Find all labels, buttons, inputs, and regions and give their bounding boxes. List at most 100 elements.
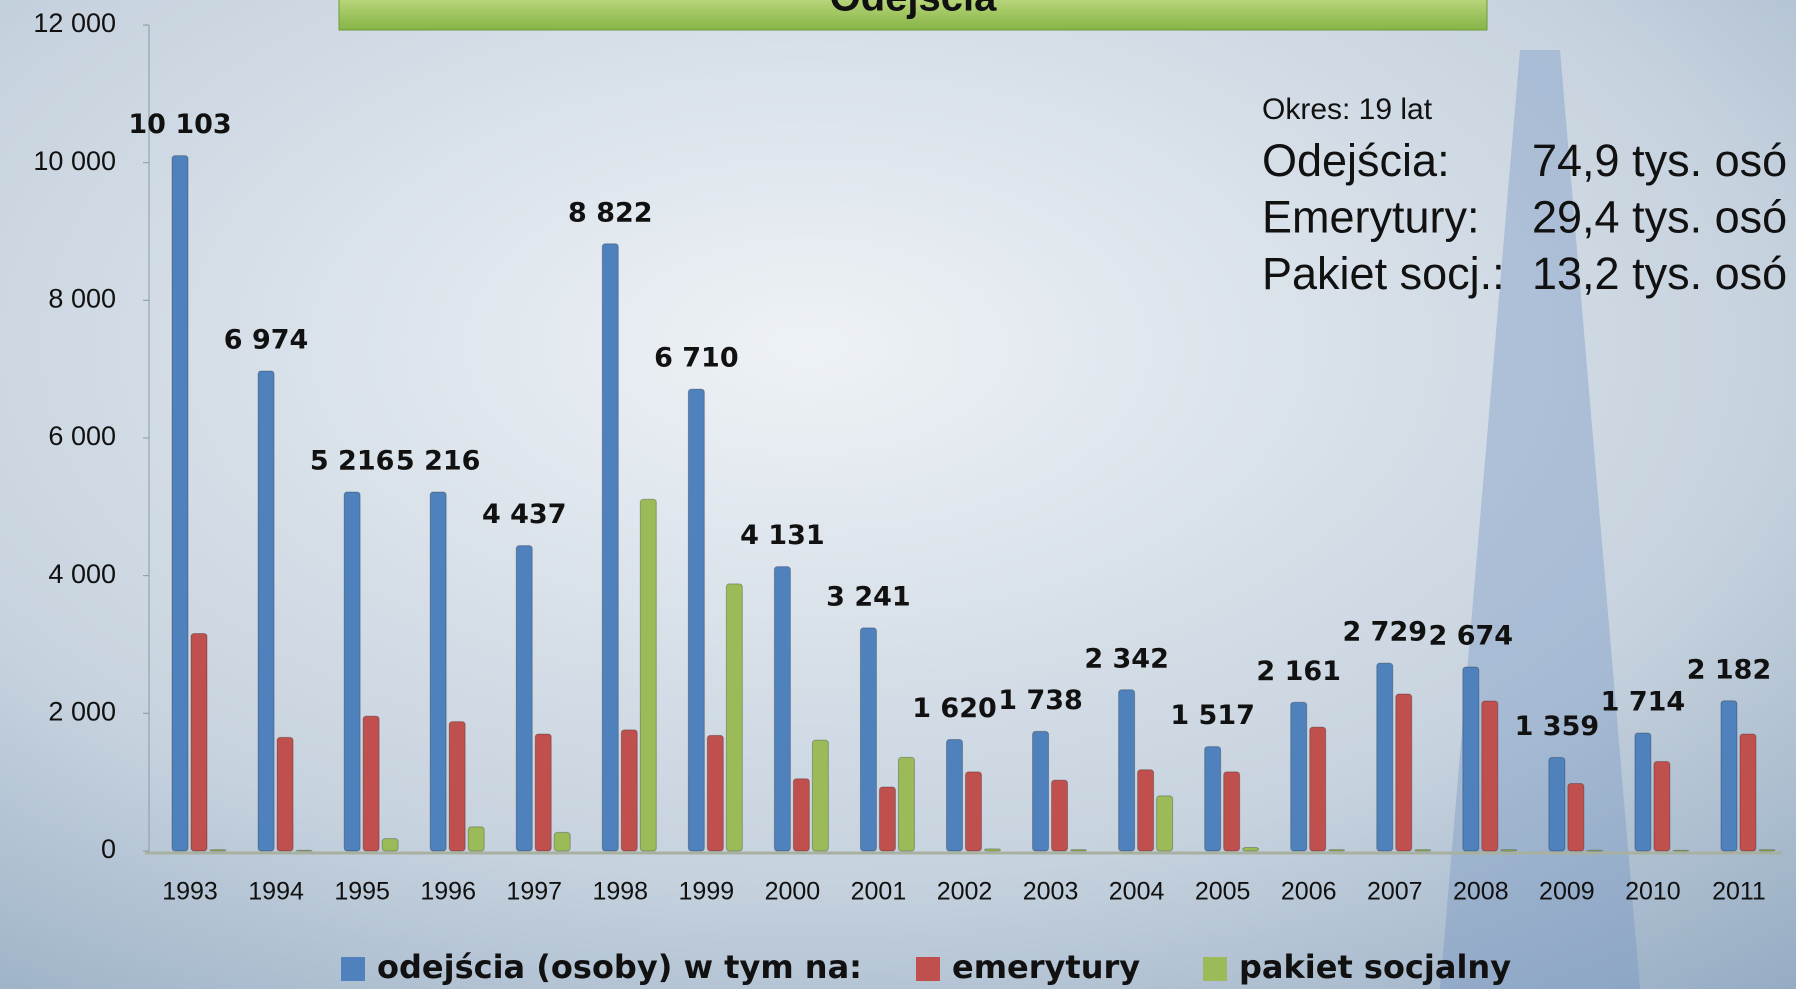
data-label: 5 216 [310, 445, 395, 476]
bar [535, 734, 551, 851]
y-tick-label: 12 000 [33, 8, 116, 38]
bar [430, 492, 446, 851]
bar [1759, 850, 1775, 851]
data-label: 1 359 [1515, 711, 1600, 742]
data-label: 1 620 [912, 693, 997, 724]
data-label: 1 738 [998, 685, 1083, 716]
x-tick-label: 2000 [765, 878, 821, 906]
page: Odejścia Okres: 19 lat odejścia (osoby) … [0, 0, 1796, 989]
bar [296, 850, 312, 851]
legend-label: pakiet socjalny [1239, 948, 1511, 986]
bar [258, 371, 274, 851]
x-tick-label: 2010 [1625, 878, 1681, 906]
bar [860, 628, 876, 851]
y-tick-label: 4 000 [48, 559, 116, 589]
bar [1740, 734, 1756, 851]
bar [879, 787, 895, 851]
data-label: 2 729 [1342, 617, 1427, 648]
data-label: 6 974 [224, 324, 309, 355]
bar [382, 839, 398, 851]
bar [812, 740, 828, 851]
x-tick-label: 1993 [162, 878, 218, 906]
bar [1157, 796, 1173, 851]
bar [191, 633, 207, 851]
data-label: 10 103 [128, 109, 231, 140]
x-tick-label: 1995 [334, 878, 390, 906]
x-tick-label: 1996 [420, 878, 476, 906]
annotation-label: Odejścia: [1262, 135, 1450, 186]
legend-swatch [341, 957, 365, 981]
x-tick-label: 1997 [506, 878, 562, 906]
x-tick-label: 2007 [1367, 878, 1423, 906]
data-label: 2 342 [1084, 643, 1169, 674]
bar [1721, 701, 1737, 851]
annotation-label: Emerytury: [1262, 191, 1480, 242]
chart: Odejścia Okres: 19 lat odejścia (osoby) … [0, 0, 1796, 989]
bar [172, 156, 188, 851]
bar [947, 739, 963, 851]
bar [277, 737, 293, 851]
bar [1415, 850, 1431, 851]
y-tick-label: 0 [101, 834, 116, 864]
bar [774, 567, 790, 851]
data-label: 2 182 [1687, 654, 1772, 685]
bar [688, 389, 704, 851]
legend-swatch [916, 957, 940, 981]
x-tick-label: 1998 [592, 878, 648, 906]
bar [898, 757, 914, 851]
bar [1673, 850, 1689, 851]
bar [966, 772, 982, 851]
x-tick-label: 2005 [1195, 878, 1251, 906]
bar [468, 827, 484, 851]
x-tick-label: 1994 [248, 878, 304, 906]
x-tick-label: 2011 [1712, 878, 1766, 906]
x-tick-label: 2006 [1281, 878, 1337, 906]
bar [1463, 667, 1479, 851]
chart-title: Odejścia [830, 0, 998, 20]
data-label: 4 437 [482, 499, 567, 530]
y-tick-label: 8 000 [48, 283, 116, 313]
legend-label: odejścia (osoby) w tym na: [377, 948, 862, 986]
data-label: 5 216 [396, 445, 481, 476]
bar [707, 735, 723, 851]
legend-label: emerytury [952, 948, 1140, 986]
bar [1396, 694, 1412, 851]
data-label: 2 161 [1256, 656, 1341, 687]
bar [363, 716, 379, 851]
bar [344, 492, 360, 851]
y-tick-label: 6 000 [48, 421, 116, 451]
x-tick-label: 2004 [1109, 878, 1165, 906]
bar [726, 584, 742, 851]
bar [1377, 663, 1393, 851]
bar [1482, 701, 1498, 851]
bar [1119, 690, 1135, 851]
bar [1310, 727, 1326, 851]
data-label: 3 241 [826, 581, 911, 612]
data-label: 4 131 [740, 520, 825, 551]
y-tick-label: 10 000 [33, 146, 116, 176]
data-label: 2 674 [1429, 620, 1514, 651]
bar [1568, 784, 1584, 851]
bar [602, 244, 618, 851]
bar [1501, 850, 1517, 851]
bar [621, 730, 637, 851]
data-label: 1 714 [1601, 687, 1686, 718]
bar [1224, 772, 1240, 851]
bar [554, 832, 570, 851]
bar [1138, 770, 1154, 851]
bar [640, 499, 656, 851]
annotation-value: 74,9 tys. osó [1532, 135, 1787, 186]
bar [1587, 850, 1603, 851]
data-label: 1 517 [1170, 700, 1255, 731]
annotation-value: 29,4 tys. osó [1532, 191, 1787, 242]
annotation-value: 13,2 tys. osó [1532, 248, 1787, 299]
data-label: 6 710 [654, 343, 739, 374]
bar [1329, 850, 1345, 851]
bar [516, 546, 532, 851]
bar [793, 779, 809, 851]
bar [1549, 757, 1565, 851]
x-tick-label: 2002 [937, 878, 993, 906]
bar [1052, 780, 1068, 851]
bar [1071, 850, 1087, 851]
x-tick-label: 2001 [851, 878, 907, 906]
